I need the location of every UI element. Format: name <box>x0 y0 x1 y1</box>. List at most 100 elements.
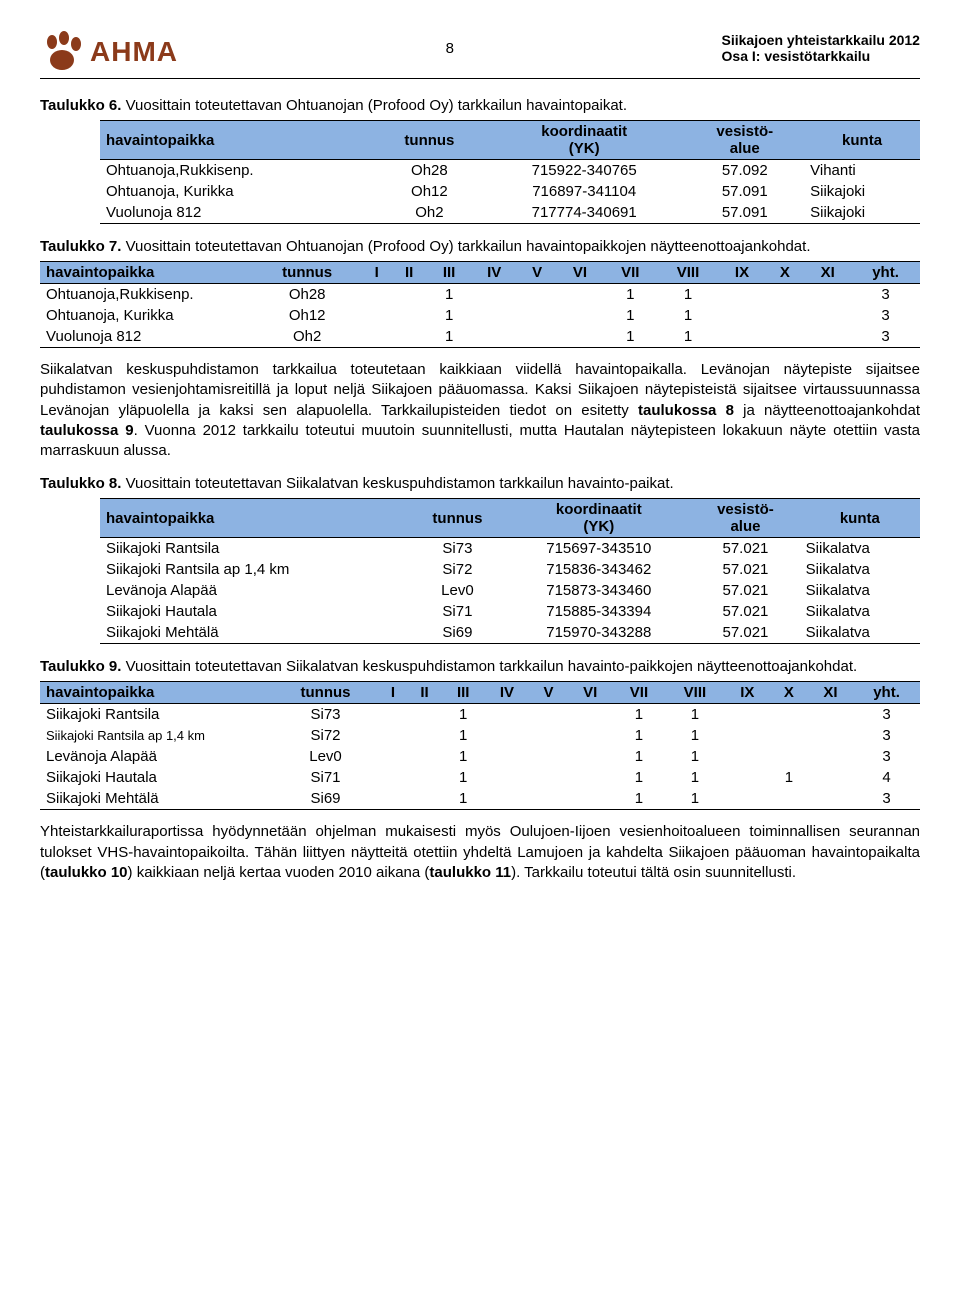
t6-h4: kunta <box>804 121 920 160</box>
table-cell <box>568 746 613 767</box>
table-cell <box>770 704 808 726</box>
table-cell: Lev0 <box>408 580 506 601</box>
table-cell: Siikajoki Mehtälä <box>40 788 272 810</box>
table-cell: 1 <box>442 788 484 810</box>
table8: havaintopaikka tunnus koordinaatit(YK) v… <box>100 498 920 644</box>
table-cell: 57.021 <box>691 622 799 644</box>
table-row: Ohtuanoja,Rukkisenp.Oh28715922-34076557.… <box>100 160 920 182</box>
t7-h2: I <box>362 262 391 284</box>
table-cell: Si69 <box>272 788 379 810</box>
table-cell: 1 <box>770 767 808 788</box>
table-cell <box>407 767 442 788</box>
table-cell: Ohtuanoja, Kurikka <box>100 181 376 202</box>
table-cell: 57.021 <box>691 538 799 560</box>
table-cell: 1 <box>603 284 657 306</box>
para1b: ja näytteenottoajankohdat <box>734 402 920 419</box>
t7-h13: yht. <box>851 262 920 284</box>
t7-h5: IV <box>471 262 518 284</box>
table-cell <box>471 284 518 306</box>
page-header: AHMA 8 Siikajoen yhteistarkkailu 2012 Os… <box>40 30 920 79</box>
table-cell: 1 <box>665 788 725 810</box>
t7-h9: VIII <box>657 262 718 284</box>
table-cell <box>484 746 529 767</box>
table-cell: 57.091 <box>685 181 804 202</box>
t6-h2: koordinaatit(YK) <box>483 121 685 160</box>
caption8-label: Taulukko 8. <box>40 475 121 492</box>
header-title-line2: Osa I: vesistötarkkailu <box>722 48 920 64</box>
logo-text: AHMA <box>90 36 178 68</box>
table-cell: 1 <box>442 767 484 788</box>
table-cell: Oh2 <box>252 326 362 348</box>
table-row: Levänoja AlapääLev0715873-34346057.021Si… <box>100 580 920 601</box>
table-cell: 1 <box>657 284 718 306</box>
table9-header: havaintopaikka tunnus I II III IV V VI V… <box>40 682 920 704</box>
table-cell <box>804 284 851 306</box>
table-cell <box>568 788 613 810</box>
para2b: ) kaikkiaan neljä kertaa vuoden 2010 aik… <box>128 864 430 881</box>
t7-h0: havaintopaikka <box>40 262 252 284</box>
t9-h9: VIII <box>665 682 725 704</box>
table-cell <box>725 725 770 746</box>
table-cell: Ohtuanoja, Kurikka <box>40 305 252 326</box>
table-row: Siikajoki Rantsila ap 1,4 kmSi721113 <box>40 725 920 746</box>
table-cell: 1 <box>657 326 718 348</box>
table-cell: 3 <box>853 725 920 746</box>
table-cell <box>765 284 804 306</box>
t9-h3: II <box>407 682 442 704</box>
t7-h8: VII <box>603 262 657 284</box>
t8-h3: vesistö-alue <box>691 499 799 538</box>
table-cell <box>808 767 853 788</box>
table-cell: Levänoja Alapää <box>40 746 272 767</box>
caption8-text: Vuosittain toteutettavan Siikalatvan kes… <box>126 475 674 492</box>
table-cell <box>379 746 407 767</box>
table-cell <box>725 704 770 726</box>
table-cell <box>725 746 770 767</box>
logo: AHMA <box>40 30 178 74</box>
table-cell <box>568 704 613 726</box>
table-cell <box>770 788 808 810</box>
table-cell <box>530 704 568 726</box>
table-cell: Si72 <box>408 559 506 580</box>
table-row: Siikajoki HautalaSi7111114 <box>40 767 920 788</box>
t7-h10: IX <box>719 262 766 284</box>
table-cell: 715922-340765 <box>483 160 685 182</box>
table-cell <box>530 746 568 767</box>
caption7-text: Vuosittain toteutettavan Ohtuanojan (Pro… <box>126 238 811 255</box>
paragraph-2: Yhteistarkkailuraportissa hyödynnetään o… <box>40 822 920 883</box>
t6-h0: havaintopaikka <box>100 121 376 160</box>
table-row: Vuolunoja 812Oh2717774-34069157.091Siika… <box>100 202 920 224</box>
caption-table8: Taulukko 8. Vuosittain toteutettavan Sii… <box>40 475 920 492</box>
table-cell: Si69 <box>408 622 506 644</box>
table-cell <box>719 305 766 326</box>
table-cell: 715873-343460 <box>506 580 691 601</box>
table-cell <box>765 326 804 348</box>
table-cell: Oh2 <box>376 202 483 224</box>
table-cell <box>719 326 766 348</box>
table-cell <box>484 704 529 726</box>
paw-icon <box>40 30 84 74</box>
table-cell: Siikajoki Hautala <box>40 767 272 788</box>
table-cell: Siikajoki Rantsila <box>40 704 272 726</box>
table-cell <box>407 746 442 767</box>
table-cell <box>719 284 766 306</box>
table-cell <box>362 284 391 306</box>
table-cell: 1 <box>657 305 718 326</box>
t8-h1: tunnus <box>408 499 506 538</box>
t9-h7: VI <box>568 682 613 704</box>
table-cell <box>518 326 557 348</box>
table-row: Siikajoki HautalaSi71715885-34339457.021… <box>100 601 920 622</box>
caption6-label: Taulukko 6. <box>40 97 121 114</box>
t8-h0: havaintopaikka <box>100 499 408 538</box>
t9-h12: XI <box>808 682 853 704</box>
table7-header: havaintopaikka tunnus I II III IV V VI V… <box>40 262 920 284</box>
table-cell <box>379 788 407 810</box>
table-cell <box>518 284 557 306</box>
table6: havaintopaikka tunnus koordinaatit(YK) v… <box>100 120 920 224</box>
t7-h3: II <box>391 262 427 284</box>
table-cell <box>407 725 442 746</box>
table-cell <box>765 305 804 326</box>
t8-h2: koordinaatit(YK) <box>506 499 691 538</box>
table-cell <box>568 767 613 788</box>
header-title-line1: Siikajoen yhteistarkkailu 2012 <box>722 32 920 48</box>
table-cell: Siikajoki Hautala <box>100 601 408 622</box>
